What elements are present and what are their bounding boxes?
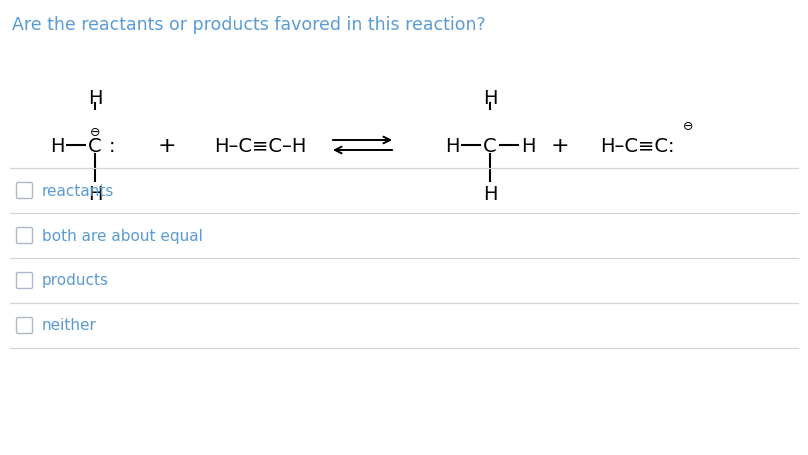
Text: H–C≡C–H: H–C≡C–H	[214, 136, 306, 155]
Text: +: +	[158, 136, 176, 156]
Text: +: +	[551, 136, 570, 156]
Text: H: H	[88, 88, 103, 107]
Text: H: H	[444, 136, 459, 155]
Text: neither: neither	[42, 318, 97, 333]
FancyBboxPatch shape	[16, 228, 32, 244]
Text: C: C	[88, 136, 102, 155]
Text: both are about equal: both are about equal	[42, 228, 203, 243]
Text: reactants: reactants	[42, 183, 115, 198]
Text: H: H	[50, 136, 65, 155]
Text: ⊖: ⊖	[90, 125, 100, 138]
Text: H: H	[482, 184, 497, 203]
FancyBboxPatch shape	[16, 273, 32, 289]
Text: :: :	[109, 136, 116, 155]
FancyBboxPatch shape	[16, 183, 32, 199]
FancyBboxPatch shape	[16, 318, 32, 334]
Text: products: products	[42, 273, 109, 288]
Text: Are the reactants or products favored in this reaction?: Are the reactants or products favored in…	[12, 16, 486, 34]
Text: ⊖: ⊖	[683, 119, 693, 132]
Text: H: H	[88, 184, 103, 203]
Text: H: H	[482, 88, 497, 107]
Text: H–C≡C:: H–C≡C:	[600, 136, 675, 155]
Text: C: C	[483, 136, 497, 155]
Text: H: H	[520, 136, 535, 155]
